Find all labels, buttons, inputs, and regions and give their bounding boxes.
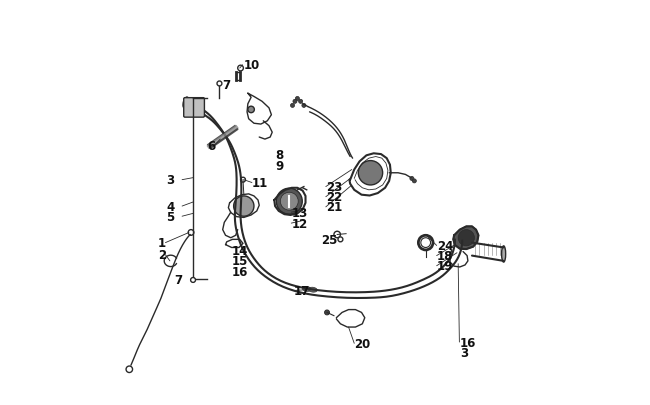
Circle shape [293,100,297,104]
Circle shape [412,179,417,183]
Circle shape [188,230,194,236]
Text: 16: 16 [231,265,248,278]
Circle shape [240,178,246,183]
Ellipse shape [502,246,506,262]
Text: 10: 10 [244,59,260,72]
Ellipse shape [308,288,317,292]
Polygon shape [453,227,478,249]
Circle shape [217,82,222,87]
Circle shape [248,107,254,113]
Circle shape [126,366,133,373]
Circle shape [295,97,300,101]
Circle shape [190,278,196,283]
Text: 22: 22 [326,191,342,204]
Circle shape [238,66,243,72]
Circle shape [358,161,383,185]
Circle shape [298,100,303,104]
Text: 11: 11 [252,177,268,190]
Text: 25: 25 [321,233,337,246]
Text: 15: 15 [231,255,248,268]
Text: 8: 8 [276,148,283,161]
Text: 7: 7 [174,273,182,286]
Text: 18: 18 [437,249,454,262]
Text: 3: 3 [460,346,468,359]
Text: 19: 19 [437,260,454,273]
Text: 2: 2 [158,249,166,262]
Text: 4: 4 [166,200,175,213]
Text: 20: 20 [354,337,370,350]
Text: 24: 24 [437,239,454,252]
Text: 16: 16 [460,336,476,349]
Circle shape [324,310,330,315]
Text: 3: 3 [166,174,175,187]
Text: 17: 17 [293,284,309,297]
Circle shape [302,104,306,108]
Circle shape [334,232,341,238]
Text: 23: 23 [326,181,342,194]
Ellipse shape [302,287,311,292]
Circle shape [233,196,254,217]
Text: 5: 5 [166,210,175,223]
Text: 6: 6 [207,139,215,152]
Circle shape [458,230,474,246]
FancyBboxPatch shape [184,98,204,118]
Text: 14: 14 [231,245,248,258]
Text: 21: 21 [326,201,342,214]
Circle shape [280,193,298,211]
Text: 1: 1 [158,237,166,249]
Circle shape [291,104,294,108]
Text: 7: 7 [223,79,231,92]
Text: 12: 12 [292,217,308,230]
Circle shape [410,177,414,181]
Circle shape [338,237,343,242]
Text: 9: 9 [276,159,283,172]
Text: 13: 13 [292,206,308,219]
Circle shape [276,189,302,215]
Ellipse shape [183,98,188,109]
